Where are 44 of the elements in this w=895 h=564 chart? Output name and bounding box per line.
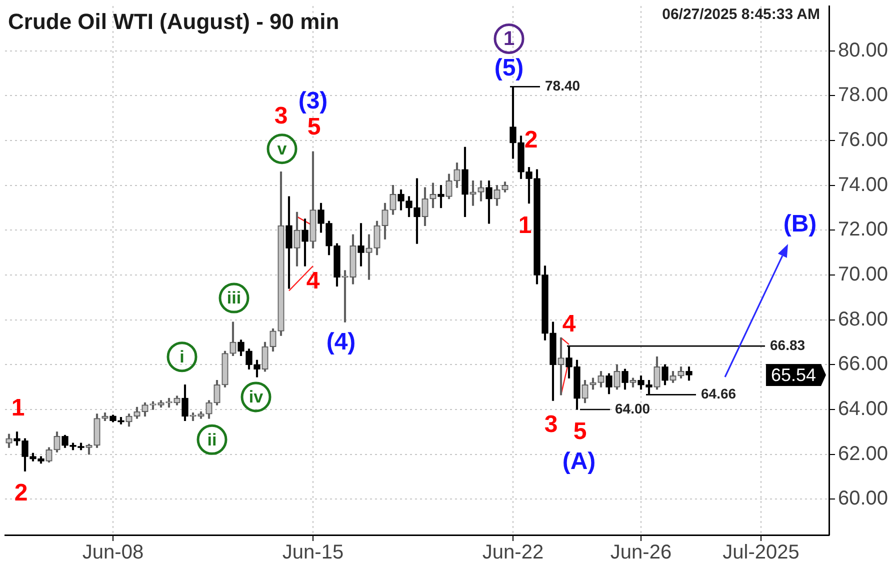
annotation: iv (248, 388, 264, 407)
x-tick-label: Jun-15 (282, 542, 344, 564)
x-tick-label: Jul-2025 (722, 542, 800, 564)
annotation: 5 (573, 418, 587, 446)
chart-subtitle: 06/27/2025 8:45:33 AM (662, 6, 820, 24)
annotation: (A) (562, 448, 596, 476)
annotation: iii (226, 288, 242, 308)
x-tick-label: Jun-26 (610, 542, 672, 564)
y-tick-label: 70.00 (838, 264, 888, 286)
annotation: v (277, 140, 288, 159)
x-tick-label: Jun-08 (82, 542, 144, 564)
ref-line-label: 66.83 (770, 336, 806, 353)
y-tick-label: 68.00 (838, 308, 888, 330)
annotation: ii (207, 430, 217, 450)
annotation: 1 (518, 212, 532, 239)
y-tick-label: 74.00 (838, 174, 888, 196)
annotation: (B) (783, 210, 817, 238)
x-tick-label: Jun-22 (482, 542, 544, 564)
annotation: (5) (494, 54, 524, 82)
ref-line-label: 78.40 (545, 78, 580, 94)
y-tick-label: 72.00 (838, 218, 888, 241)
annotation: 2 (524, 126, 538, 154)
y-tick-label: 64.00 (838, 398, 888, 420)
annotation: (4) (326, 328, 356, 356)
annotation: 1 (11, 394, 25, 422)
chart-title: Crude Oil WTI (August) - 90 min (8, 9, 340, 34)
annotation: i (180, 348, 184, 367)
annotation: 4 (562, 310, 576, 338)
ref-line-label: 64.66 (701, 386, 736, 402)
y-tick-label: 78.00 (838, 84, 888, 106)
annotation: 2 (14, 480, 28, 507)
y-tick-label: 66.00 (838, 353, 888, 376)
ref-line-label: 64.00 (615, 400, 650, 416)
annotation: 3 (274, 102, 288, 130)
y-tick-label: 80.00 (838, 39, 888, 62)
annotation: 4 (306, 268, 320, 295)
annotation: 1 (503, 28, 515, 50)
annotation: 5 (307, 113, 321, 140)
y-tick-label: 76.00 (838, 129, 888, 152)
annotation: 3 (544, 411, 558, 438)
annotation: 65.54 (770, 364, 816, 385)
y-tick-label: 60.00 (838, 488, 888, 510)
y-tick-label: 62.00 (838, 442, 888, 465)
annotation: (3) (298, 87, 328, 114)
